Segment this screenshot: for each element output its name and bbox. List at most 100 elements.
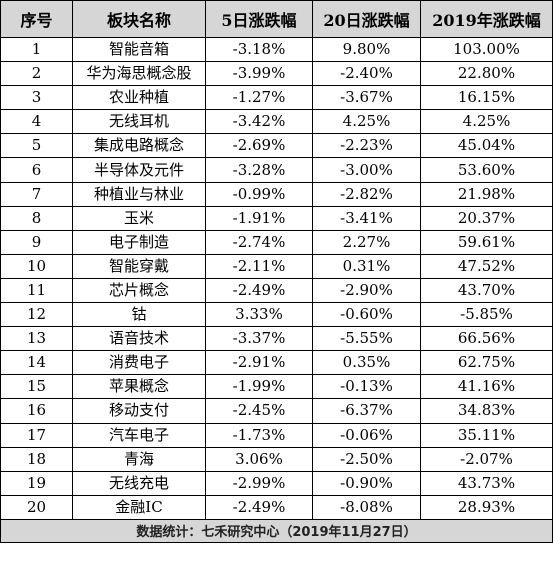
change-2019: 20.37% [420, 205, 553, 231]
change-20day: -0.06% [312, 422, 421, 448]
change-2019: 66.56% [420, 326, 553, 352]
sector-name: 钴 [72, 302, 206, 328]
table-row: 5 集成电路概念 -2.69% -2.23% 45.04% [0, 133, 553, 159]
sector-name: 无线耳机 [72, 109, 206, 135]
change-2019: 62.75% [420, 350, 553, 376]
change-2019: 103.00% [420, 36, 553, 63]
row-index: 14 [0, 350, 73, 376]
change-2019: 28.93% [420, 494, 553, 520]
change-5day: 3.06% [205, 446, 313, 472]
change-20day: 0.35% [312, 350, 421, 376]
change-5day: -2.45% [205, 398, 313, 424]
table-row: 6 半导体及元件 -3.28% -3.00% 53.60% [0, 157, 553, 183]
change-2019: 59.61% [420, 229, 553, 255]
change-20day: -2.90% [312, 277, 421, 304]
change-5day: -3.37% [205, 326, 313, 352]
change-5day: -1.91% [205, 205, 313, 231]
sector-name: 农业种植 [72, 85, 206, 111]
row-index: 13 [0, 326, 73, 352]
row-index: 15 [0, 374, 73, 400]
header-row: 序号 板块名称 5日涨跌幅 20日涨跌幅 2019年涨跌幅 [0, 0, 553, 38]
sector-name: 种植业与林业 [72, 181, 206, 207]
change-20day: -3.67% [312, 85, 421, 111]
table-row: 12 钴 3.33% -0.60% -5.85% [0, 302, 553, 328]
change-5day: -0.99% [205, 181, 313, 207]
sector-name: 汽车电子 [72, 422, 206, 448]
change-2019: 45.04% [420, 133, 553, 159]
change-5day: -2.99% [205, 470, 313, 496]
table-row: 11 芯片概念 -2.49% -2.90% 43.70% [0, 277, 553, 304]
table-row: 1 智能音箱 -3.18% 9.80% 103.00% [0, 36, 553, 63]
row-index: 10 [0, 253, 73, 279]
change-5day: -2.11% [205, 253, 313, 279]
table-row: 19 无线充电 -2.99% -0.90% 43.73% [0, 470, 553, 496]
change-5day: -3.42% [205, 109, 313, 135]
sector-name: 无线充电 [72, 470, 206, 496]
table-row: 2 华为海思概念股 -3.99% -2.40% 22.80% [0, 61, 553, 87]
change-2019: 21.98% [420, 181, 553, 207]
change-20day: -0.60% [312, 302, 421, 328]
sector-name: 华为海思概念股 [72, 61, 206, 87]
change-5day: -3.28% [205, 157, 313, 183]
change-5day: -2.74% [205, 229, 313, 255]
change-20day: -2.23% [312, 133, 421, 159]
header-5day-change: 5日涨跌幅 [205, 0, 313, 38]
change-2019: 22.80% [420, 61, 553, 87]
sector-name: 青海 [72, 446, 206, 472]
sector-name: 芯片概念 [72, 277, 206, 304]
row-index: 6 [0, 157, 73, 183]
change-2019: -5.85% [420, 302, 553, 328]
sector-name: 消费电子 [72, 350, 206, 376]
table-row: 17 汽车电子 -1.73% -0.06% 35.11% [0, 422, 553, 448]
change-20day: -2.82% [312, 181, 421, 207]
sector-name: 金融IC [72, 494, 206, 520]
sector-name: 移动支付 [72, 398, 206, 424]
row-index: 4 [0, 109, 73, 135]
row-index: 18 [0, 446, 73, 472]
sector-name: 玉米 [72, 205, 206, 231]
change-5day: -1.99% [205, 374, 313, 400]
change-20day: -3.00% [312, 157, 421, 183]
header-2019-change: 2019年涨跌幅 [420, 0, 553, 38]
change-2019: 47.52% [420, 253, 553, 279]
table-body: 1 智能音箱 -3.18% 9.80% 103.00% 2 华为海思概念股 -3.99% -2.… [0, 36, 553, 520]
change-5day: 3.33% [205, 302, 313, 328]
sector-performance-table: 序号 板块名称 5日涨跌幅 20日涨跌幅 2019年涨跌幅 1 智能音箱 -3.18… [0, 0, 553, 543]
row-index: 17 [0, 422, 73, 448]
header-index: 序号 [0, 0, 73, 38]
change-2019: 16.15% [420, 85, 553, 111]
table-row: 18 青海 3.06% -2.50% -2.07% [0, 446, 553, 472]
change-5day: -3.99% [205, 61, 313, 87]
table-row: 10 智能穿戴 -2.11% 0.31% 47.52% [0, 253, 553, 279]
change-20day: 2.27% [312, 229, 421, 255]
sector-name: 智能穿戴 [72, 253, 206, 279]
row-index: 16 [0, 398, 73, 424]
change-5day: -1.27% [205, 85, 313, 111]
change-20day: -6.37% [312, 398, 421, 424]
change-20day: -2.40% [312, 61, 421, 87]
change-2019: 53.60% [420, 157, 553, 183]
change-2019: 35.11% [420, 422, 553, 448]
change-5day: -1.73% [205, 422, 313, 448]
row-index: 7 [0, 181, 73, 207]
change-20day: -3.41% [312, 205, 421, 231]
table-row: 13 语音技术 -3.37% -5.55% 66.56% [0, 326, 553, 352]
table-row: 3 农业种植 -1.27% -3.67% 16.15% [0, 85, 553, 111]
change-5day: -3.18% [205, 36, 313, 63]
change-5day: -2.49% [205, 277, 313, 304]
data-source-note: 数据统计：七禾研究中心（2019年11月27日） [0, 518, 553, 543]
row-index: 2 [0, 61, 73, 87]
header-20day-change: 20日涨跌幅 [312, 0, 421, 38]
table-row: 8 玉米 -1.91% -3.41% 20.37% [0, 205, 553, 231]
change-5day: -2.49% [205, 494, 313, 520]
row-index: 20 [0, 494, 73, 520]
change-2019: 41.16% [420, 374, 553, 400]
change-20day: -8.08% [312, 494, 421, 520]
row-index: 11 [0, 277, 73, 304]
table-row: 20 金融IC -2.49% -8.08% 28.93% [0, 494, 553, 520]
row-index: 9 [0, 229, 73, 255]
change-20day: 9.80% [312, 36, 421, 63]
table-row: 15 苹果概念 -1.99% -0.13% 41.16% [0, 374, 553, 400]
change-5day: -2.91% [205, 350, 313, 376]
